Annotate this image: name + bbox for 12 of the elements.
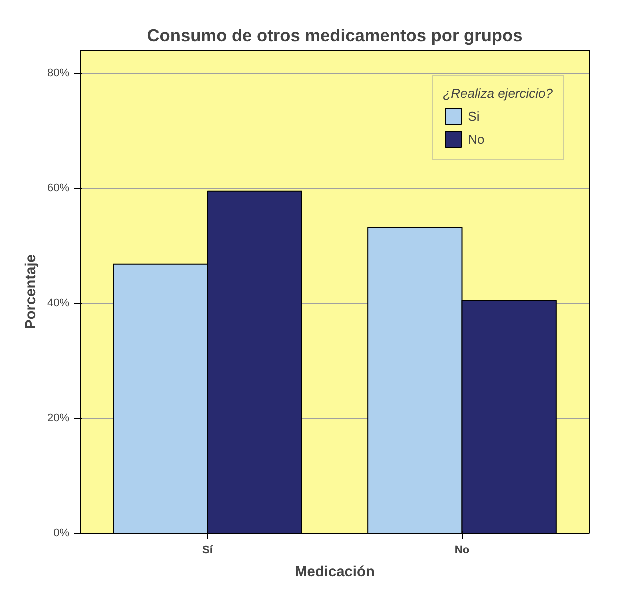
y-tick-label: 20% bbox=[47, 412, 70, 424]
y-tick-label: 0% bbox=[54, 528, 70, 540]
legend-title: ¿Realiza ejercicio? bbox=[443, 86, 553, 101]
x-tick-label: Sí bbox=[202, 544, 214, 556]
x-axis-title: Medicación bbox=[295, 564, 375, 580]
legend-label: Si bbox=[468, 108, 481, 124]
y-tick-label: 40% bbox=[47, 298, 70, 310]
y-tick-label: 80% bbox=[47, 68, 70, 80]
chart-title: Consumo de otros medicamentos por grupos bbox=[147, 26, 523, 46]
legend-label: No bbox=[468, 132, 486, 146]
y-tick-label: 60% bbox=[47, 182, 70, 194]
y-axis-title: Porcentaje bbox=[23, 254, 40, 330]
